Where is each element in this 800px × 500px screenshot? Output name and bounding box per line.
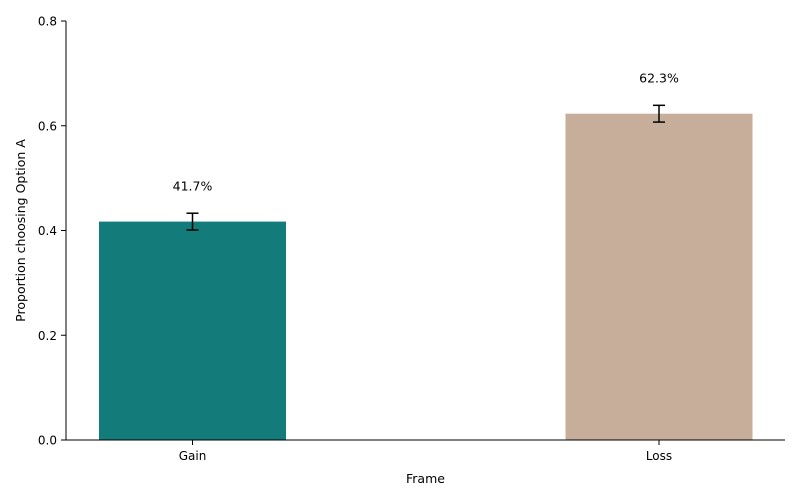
y-axis: 0.0 0.2 0.4 0.6 0.8 (38, 15, 67, 448)
x-axis-label: Frame (406, 471, 445, 486)
bar (565, 113, 753, 441)
y-tick-label: 0.4 (38, 224, 57, 238)
bar (99, 221, 286, 440)
data-label: 62.3% (639, 71, 679, 86)
x-tick-label: Loss (646, 449, 672, 463)
x-axis: Gain Loss (66, 439, 785, 463)
y-tick-label: 0.2 (38, 329, 57, 343)
error-bar (653, 104, 665, 123)
plot-area: 41.7% 62.3% (99, 71, 753, 441)
y-tick-label: 0.6 (38, 119, 57, 133)
data-label: 41.7% (173, 179, 213, 194)
y-axis-label: Proportion choosing Option A (13, 139, 28, 322)
y-tick-label: 0.0 (38, 434, 57, 448)
error-bar (186, 212, 199, 231)
y-tick-label: 0.8 (38, 15, 57, 29)
x-tick-label: Gain (179, 449, 207, 463)
